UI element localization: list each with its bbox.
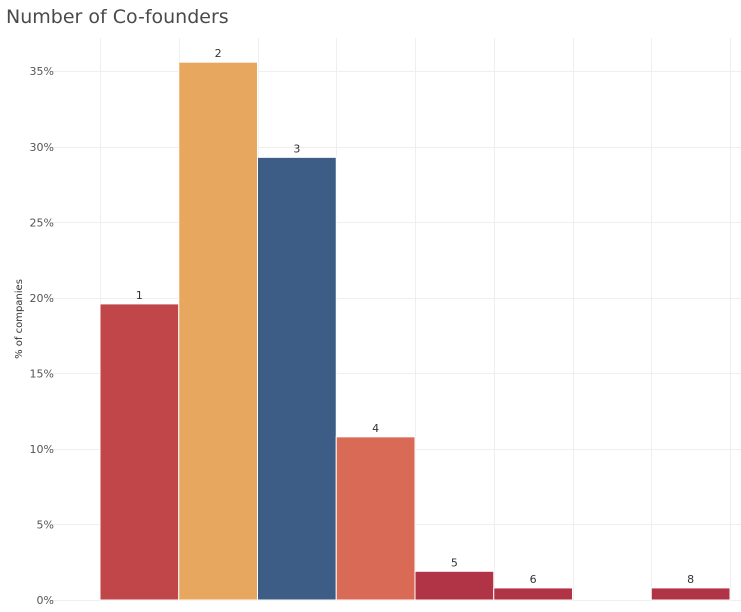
bar-2 [178,61,258,601]
y-tick-label: 0% [37,594,54,607]
y-axis-ticks: 0% 5% 10% 15% 20% 25% 30% 35% [30,65,54,607]
bars [99,61,731,601]
bar-4 [335,436,416,601]
bar-3 [257,156,337,601]
bar-6 [493,587,573,601]
y-axis-label: % of companies [14,279,25,359]
y-tick-label: 10% [30,443,54,456]
y-tick-label: 15% [30,367,54,380]
y-tick-label: 35% [30,65,54,78]
bar-label-1: 1 [136,289,143,302]
y-tick-label: 25% [30,216,54,229]
bar-label-2: 2 [215,47,222,60]
bar-label-3: 3 [293,142,300,155]
bar-label-4: 4 [372,422,379,435]
bar-label-5: 5 [451,556,458,569]
bar-5 [414,570,495,601]
bar-8 [650,587,731,601]
chart-title: Number of Co-founders [6,6,229,28]
bar-labels: 1 2 3 4 5 6 8 [136,47,694,586]
bar-label-6: 6 [530,573,537,586]
y-tick-label: 20% [30,292,54,305]
y-tick-label: 5% [37,518,54,531]
bar-label-8: 8 [687,573,694,586]
bar-1 [99,303,180,601]
y-tick-label: 30% [30,141,54,154]
